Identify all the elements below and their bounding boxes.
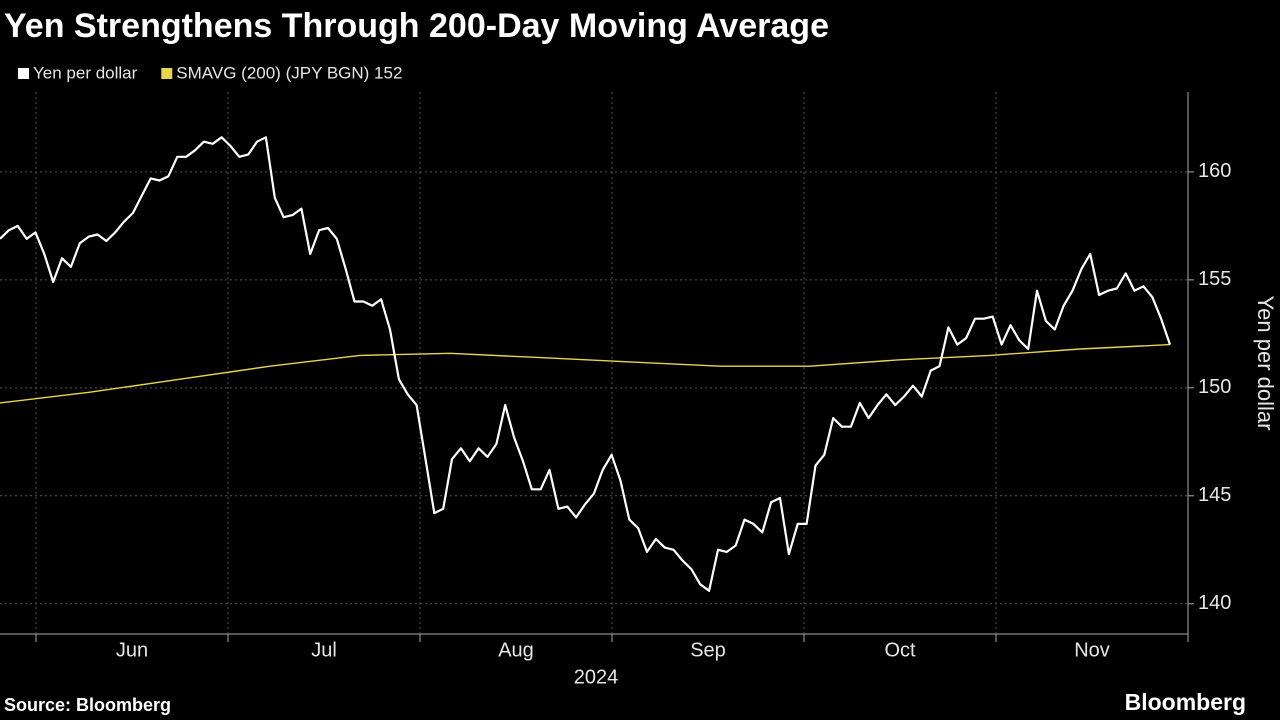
legend-swatch [18, 68, 29, 79]
x-axis-label: 2024 [574, 666, 619, 688]
series-line [0, 136, 1172, 592]
y-tick-label: 140 [1198, 592, 1231, 614]
source: Source: Bloomberg [4, 695, 171, 715]
y-tick-label: 150 [1198, 376, 1231, 398]
x-tick-label: Jun [116, 639, 148, 661]
y-tick-label: 160 [1198, 160, 1231, 182]
x-tick-label: Sep [690, 639, 726, 661]
series-line [0, 343, 1171, 404]
legend-swatch [161, 68, 173, 79]
x-tick-label: Oct [884, 639, 916, 661]
y-tick-label: 145 [1198, 484, 1231, 506]
x-tick-label: Aug [498, 639, 534, 661]
y-axis-label: Yen per dollar [1253, 296, 1278, 431]
legend-label: SMAVG (200) (JPY BGN) 152 [176, 63, 402, 82]
brand: Bloomberg [1125, 689, 1246, 715]
legend-label: Yen per dollar [33, 63, 138, 82]
y-tick-label: 155 [1198, 268, 1231, 290]
x-tick-label: Nov [1074, 639, 1110, 661]
chart-title: Yen Strengthens Through 200-Day Moving A… [4, 7, 829, 45]
x-tick-label: Jul [311, 639, 337, 661]
